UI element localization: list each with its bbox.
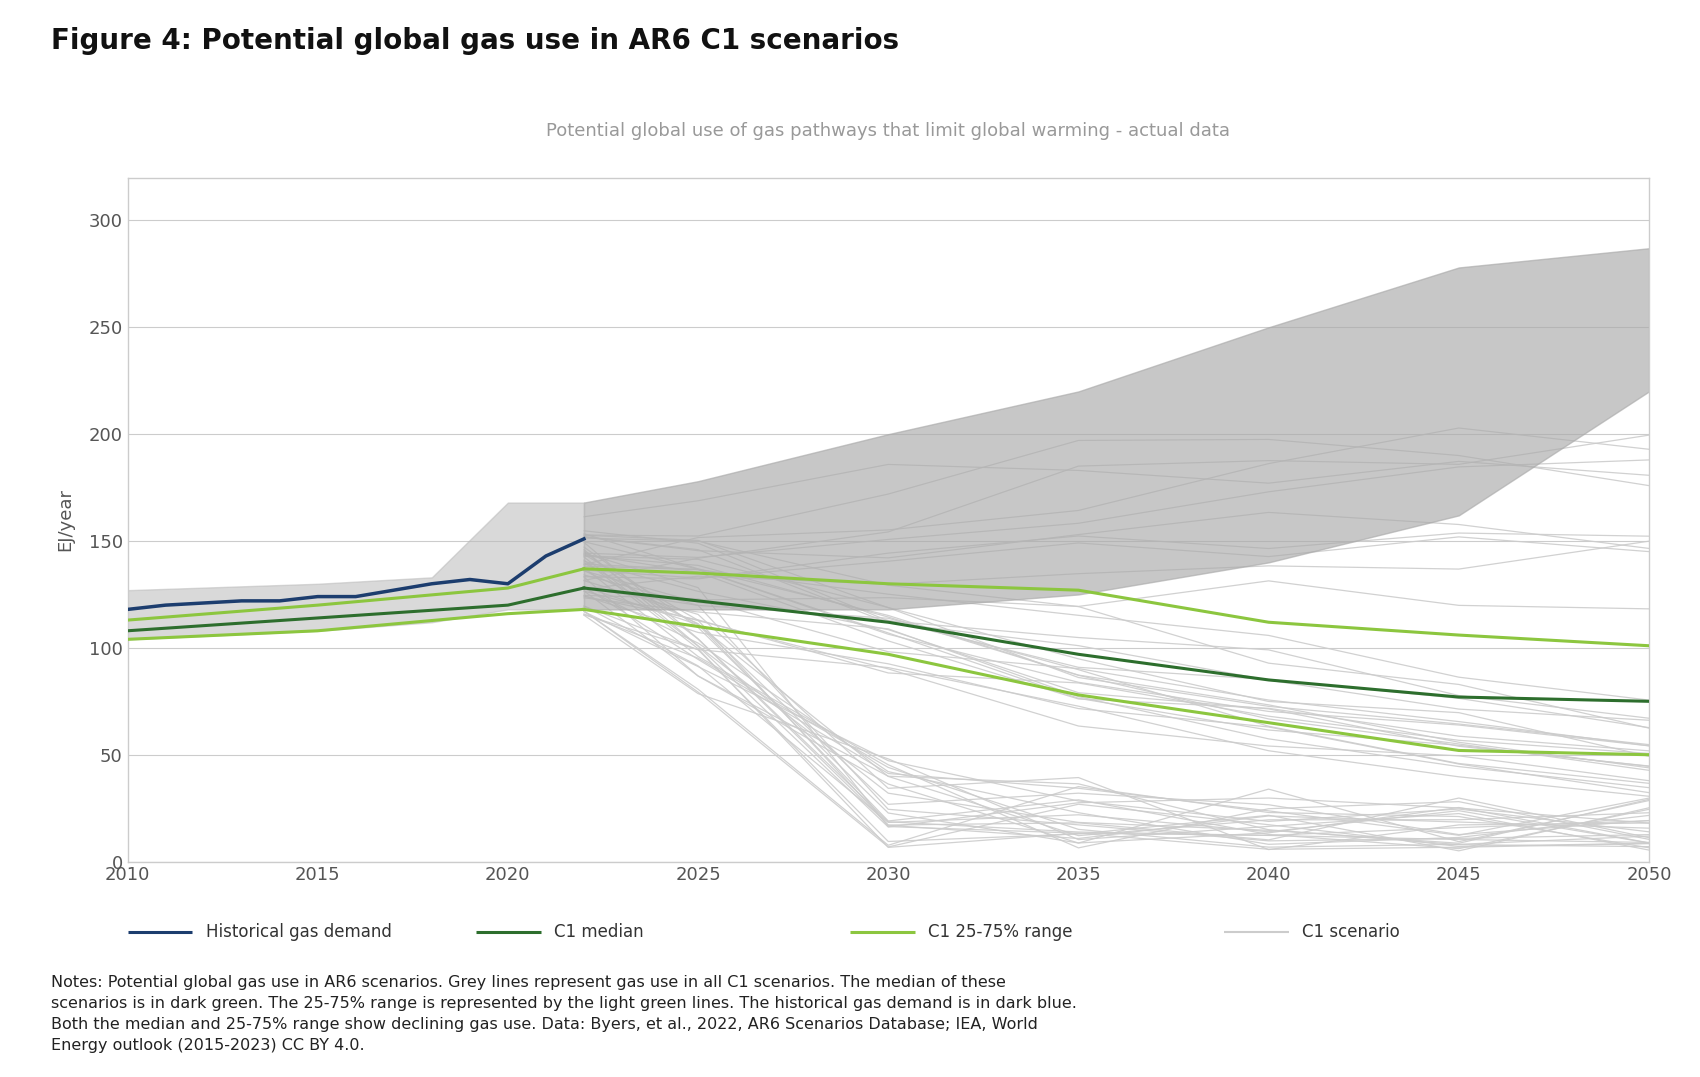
- Text: C1 median: C1 median: [554, 923, 644, 940]
- Text: Historical gas demand: Historical gas demand: [206, 923, 391, 940]
- Text: Potential global use of gas pathways that limit global warming - actual data: Potential global use of gas pathways tha…: [546, 122, 1231, 140]
- Text: C1 scenario: C1 scenario: [1302, 923, 1401, 940]
- Text: Figure 4: Potential global gas use in AR6 C1 scenarios: Figure 4: Potential global gas use in AR…: [51, 27, 899, 55]
- Text: Notes: Potential global gas use in AR6 scenarios. Grey lines represent gas use i: Notes: Potential global gas use in AR6 s…: [51, 975, 1076, 1052]
- Y-axis label: EJ/year: EJ/year: [56, 488, 75, 551]
- Text: C1 25-75% range: C1 25-75% range: [928, 923, 1073, 940]
